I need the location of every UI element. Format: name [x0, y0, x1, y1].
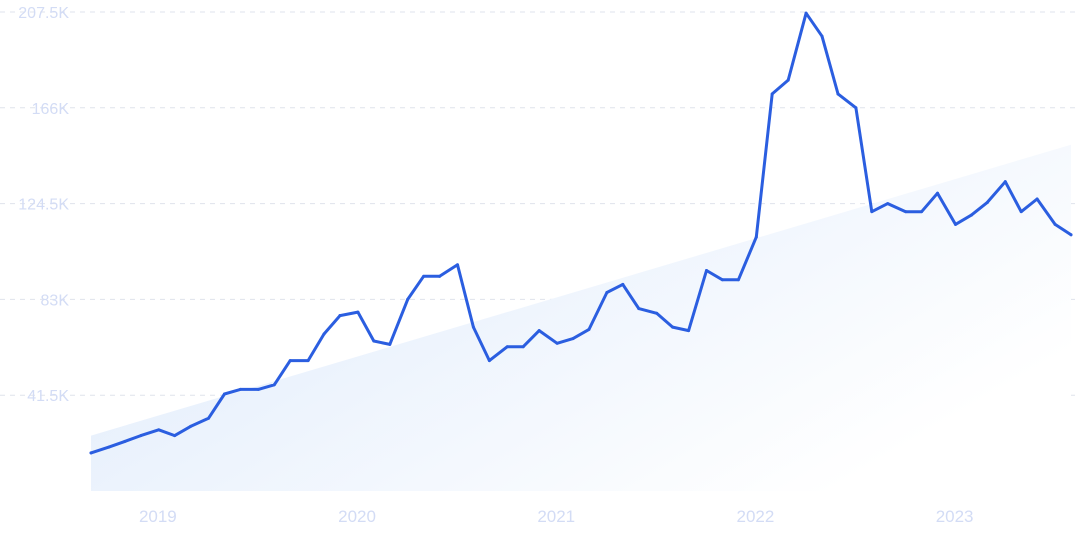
data-point	[107, 445, 111, 449]
data-point	[207, 416, 211, 420]
data-point	[1003, 180, 1007, 184]
data-point	[870, 210, 874, 214]
data-point	[836, 92, 840, 96]
data-point	[820, 34, 824, 38]
data-point	[456, 263, 460, 267]
data-point	[537, 329, 541, 333]
data-point	[587, 327, 591, 331]
data-point	[338, 314, 342, 318]
data-point	[886, 202, 890, 206]
x-tick-label: 2022	[737, 507, 775, 526]
y-tick-label: 41.5K	[27, 388, 69, 405]
data-point	[736, 278, 740, 282]
data-point	[157, 428, 161, 432]
trend-area	[91, 144, 1071, 492]
data-point	[754, 235, 758, 239]
data-point	[571, 337, 575, 341]
data-point	[173, 434, 177, 438]
data-point	[1035, 197, 1039, 201]
data-point	[139, 434, 143, 438]
data-point	[854, 106, 858, 110]
data-point	[189, 424, 193, 428]
y-tick-label: 207.5K	[18, 5, 69, 22]
data-point	[904, 210, 908, 214]
data-point	[487, 359, 491, 363]
y-tick-label: 166K	[32, 101, 70, 118]
data-point	[89, 451, 93, 455]
data-point	[322, 332, 326, 336]
data-point	[687, 329, 691, 333]
data-point	[953, 222, 957, 226]
data-point	[671, 325, 675, 329]
data-point	[438, 274, 442, 278]
data-point	[306, 359, 310, 363]
x-tick-label: 2021	[537, 507, 575, 526]
series-line	[89, 11, 1073, 455]
data-point	[720, 278, 724, 282]
data-point	[1069, 233, 1073, 237]
data-point	[372, 339, 376, 343]
data-point	[356, 310, 360, 314]
data-point	[621, 282, 625, 286]
data-point	[637, 307, 641, 311]
y-tick-label: 124.5K	[18, 197, 69, 214]
data-point	[123, 439, 127, 443]
x-tick-label: 2019	[139, 507, 177, 526]
data-point	[1019, 210, 1023, 214]
data-point	[288, 359, 292, 363]
data-point	[406, 297, 410, 301]
data-point	[920, 210, 924, 214]
data-point	[655, 311, 659, 315]
data-point	[238, 387, 242, 391]
data-point	[1053, 222, 1057, 226]
data-point	[704, 269, 708, 273]
data-point	[505, 345, 509, 349]
data-point	[804, 11, 808, 15]
data-point	[388, 342, 392, 346]
data-point	[786, 78, 790, 82]
data-point	[605, 290, 609, 294]
data-point	[222, 392, 226, 396]
data-point	[272, 383, 276, 387]
x-tick-label: 2023	[936, 507, 974, 526]
data-point	[422, 274, 426, 278]
data-point	[256, 387, 260, 391]
data-point	[770, 92, 774, 96]
data-point	[471, 325, 475, 329]
x-tick-label: 2020	[338, 507, 376, 526]
y-tick-label: 83K	[41, 292, 70, 309]
data-point	[936, 191, 940, 195]
data-point	[985, 200, 989, 204]
data-point	[555, 341, 559, 345]
data-point	[969, 213, 973, 217]
data-point	[521, 345, 525, 349]
